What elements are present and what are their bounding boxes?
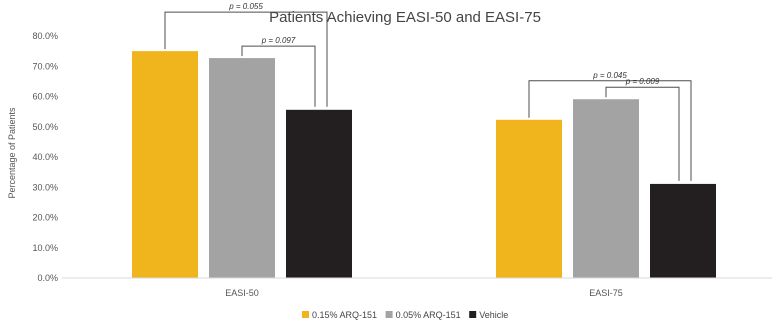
y-axis-title: Percentage of Patients bbox=[7, 107, 17, 199]
legend-swatch bbox=[385, 311, 393, 318]
bracket-line bbox=[241, 45, 316, 107]
y-tick-label: 50.0% bbox=[32, 122, 58, 132]
y-axis-ticks: 0.0% 10.0% 20.0% 30.0% 40.0% 50.0% 60.0% 70.0% 8… bbox=[32, 31, 58, 283]
y-tick-label: 10.0% bbox=[32, 243, 58, 253]
legend-item: 0.05% ARQ-151 bbox=[385, 310, 461, 320]
bar-easi-50-series-2 bbox=[286, 109, 352, 278]
p-value-label: p = 0.097 bbox=[261, 36, 296, 45]
bar-easi-75-series-0 bbox=[496, 119, 562, 278]
x-category-label: EASI-50 bbox=[225, 288, 259, 298]
bars bbox=[132, 51, 716, 278]
legend-label: Vehicle bbox=[479, 310, 508, 320]
y-tick-label: 60.0% bbox=[32, 92, 58, 102]
p-value-label: p = 0.055 bbox=[228, 2, 263, 11]
p-value-label: p = 0.045 bbox=[592, 71, 627, 80]
y-tick-label: 30.0% bbox=[32, 182, 58, 192]
significance-bracket: p = 0.055 bbox=[164, 2, 328, 107]
chart-title: Patients Achieving EASI-50 and EASI-75 bbox=[269, 9, 541, 26]
y-tick-label: 80.0% bbox=[32, 31, 58, 41]
x-category-label: EASI-75 bbox=[589, 288, 623, 298]
bracket-line bbox=[528, 80, 692, 181]
legend-label: 0.15% ARQ-151 bbox=[312, 310, 377, 320]
bar-easi-50-series-0 bbox=[132, 51, 198, 278]
p-value-label: p = 0.009 bbox=[625, 77, 660, 86]
legend-item: Vehicle bbox=[469, 310, 508, 320]
significance-bracket: p = 0.045 bbox=[528, 71, 692, 181]
legend-swatch bbox=[302, 311, 309, 318]
legend-swatch bbox=[469, 311, 477, 318]
y-tick-label: 40.0% bbox=[32, 152, 58, 162]
bar-easi-75-series-2 bbox=[650, 183, 716, 278]
category-labels: EASI-50 EASI-75 bbox=[225, 288, 623, 298]
bracket-line bbox=[605, 86, 680, 181]
legend-item: 0.15% ARQ-151 bbox=[302, 310, 377, 320]
bar-easi-75-series-1 bbox=[573, 99, 639, 278]
y-tick-label: 0.0% bbox=[37, 273, 58, 283]
legend: 0.15% ARQ-151 0.05% ARQ-151 Vehicle bbox=[302, 310, 508, 320]
y-tick-label: 70.0% bbox=[32, 61, 58, 71]
bracket-line bbox=[164, 11, 328, 107]
significance-bracket: p = 0.097 bbox=[241, 36, 316, 107]
legend-label: 0.05% ARQ-151 bbox=[396, 310, 461, 320]
significance-bracket: p = 0.009 bbox=[605, 77, 680, 181]
y-tick-label: 20.0% bbox=[32, 213, 58, 223]
bar-easi-50-series-1 bbox=[209, 58, 275, 278]
